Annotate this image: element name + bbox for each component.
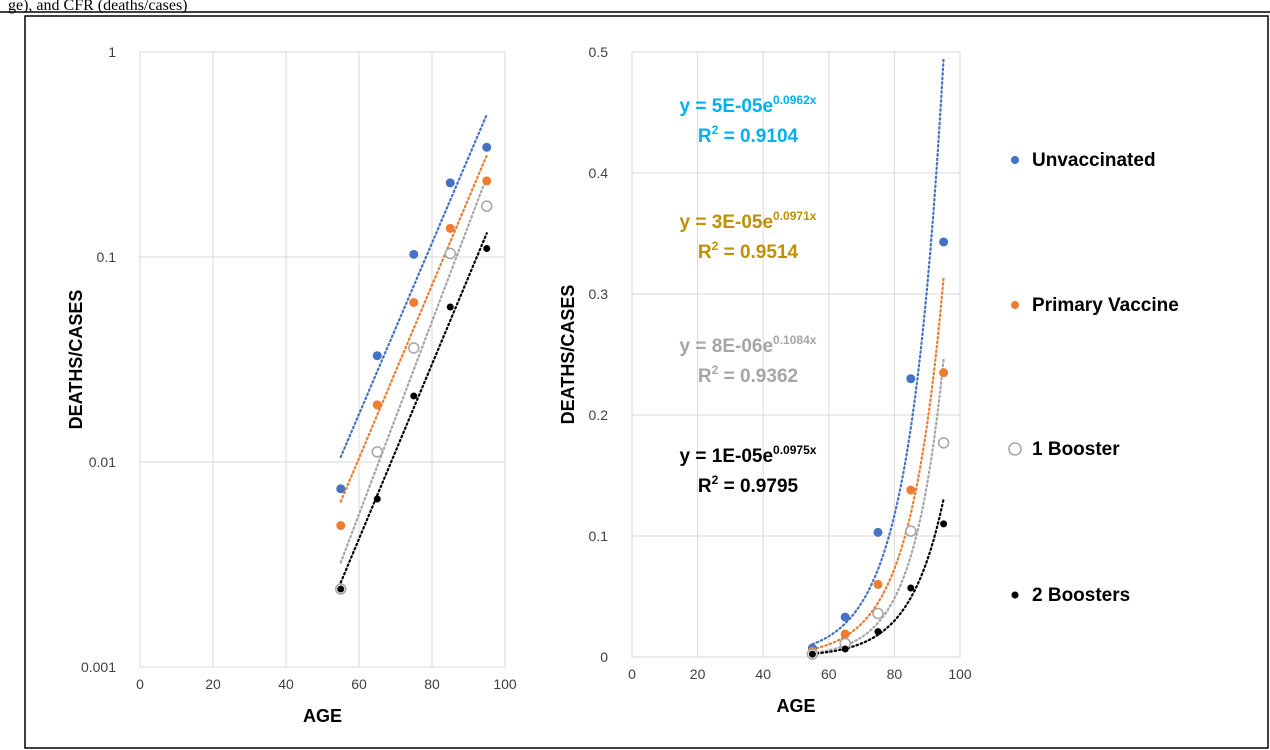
left-y-tick-label: 0.1	[97, 249, 117, 265]
equation-one-booster: y = 8E-06e0.1084x	[680, 333, 817, 357]
left-x-tick-label: 40	[278, 676, 294, 692]
right-x-tick-label: 60	[821, 666, 837, 682]
right-point-one-booster	[937, 437, 950, 449]
right-point-two-boosters	[940, 520, 948, 528]
left-point-primary-vaccine	[336, 521, 346, 531]
right-point-two-boosters	[907, 584, 915, 592]
header-fragment: ge), and CFR (deaths/cases)	[8, 0, 188, 14]
small-black-dot-icon	[1011, 591, 1019, 599]
right-point-primary-vaccine	[840, 629, 850, 639]
hollow-circle-icon	[1008, 442, 1022, 456]
left-point-one-booster	[444, 247, 456, 260]
left-point-unvaccinated	[409, 249, 419, 259]
right-trendline-one-booster	[811, 358, 945, 655]
left-point-one-booster	[408, 342, 420, 354]
left-point-one-booster	[481, 200, 493, 212]
right-y-tick-label: 0.1	[589, 528, 609, 544]
legend-label-two-boosters: 2 Boosters	[1032, 585, 1130, 606]
right-x-tick-label: 80	[887, 666, 903, 682]
left-point-one-booster	[371, 446, 383, 458]
left-trendline-one-booster	[339, 175, 488, 564]
right-point-one-booster	[872, 607, 884, 620]
left-y-tick-label: 0.01	[89, 454, 116, 470]
right-y-tick-label: 0.4	[589, 165, 609, 181]
figure-frame	[24, 15, 1269, 749]
left-point-two-boosters	[337, 585, 345, 593]
right-x-tick-label: 40	[755, 666, 771, 682]
right-y-tick-label: 0.5	[589, 44, 609, 60]
legend-label-one-booster: 1 Booster	[1032, 439, 1120, 460]
left-point-unvaccinated	[372, 351, 382, 361]
left-y-axis-title: DEATHS/CASES	[66, 290, 86, 430]
right-y-tick-label: 0	[600, 649, 608, 665]
left-point-unvaccinated	[482, 142, 492, 152]
left-plot-area	[139, 51, 506, 668]
right-point-two-boosters	[841, 645, 849, 653]
right-trendline-primary-vaccine	[811, 276, 945, 651]
right-point-unvaccinated	[939, 237, 949, 247]
left-y-tick-label: 0.001	[81, 659, 116, 675]
right-point-unvaccinated	[906, 374, 916, 384]
left-trendline-two-boosters	[339, 232, 488, 584]
left-point-primary-vaccine	[372, 400, 382, 410]
chart-linear-scale: 0 20 40 60 80 100 0 0.1 0.2 0.3 0.4 0.5 AGE DEATHS/CA…	[558, 44, 972, 716]
right-y-tick-label: 0.2	[589, 407, 609, 423]
left-x-tick-label: 60	[351, 676, 367, 692]
filled-blue-icon	[1011, 156, 1019, 164]
left-trendline-primary-vaccine	[339, 154, 488, 503]
left-point-primary-vaccine	[482, 176, 492, 186]
left-x-axis-title: AGE	[303, 706, 342, 726]
equation-primary-vaccine: y = 3E-05e0.0971x	[680, 209, 817, 233]
r-squared-unvaccinated: R2 = 0.9104	[698, 123, 799, 147]
right-point-two-boosters	[808, 650, 816, 658]
legend-label-primary-vaccine: Primary Vaccine	[1032, 295, 1179, 316]
filled-orange-icon	[1011, 301, 1019, 309]
right-point-one-booster	[905, 525, 917, 537]
right-trendline-unvaccinated	[811, 56, 945, 646]
left-point-unvaccinated	[336, 484, 346, 494]
right-point-primary-vaccine	[939, 368, 949, 378]
right-x-tick-label: 100	[948, 666, 972, 682]
left-x-tick-label: 20	[205, 676, 221, 692]
equation-two-boosters: y = 1E-05e0.0975x	[680, 443, 817, 467]
legend-label-unvaccinated: Unvaccinated	[1032, 150, 1156, 171]
left-x-tick-label: 0	[136, 676, 144, 692]
r-squared-primary-vaccine: R2 = 0.9514	[698, 239, 799, 263]
right-y-tick-label: 0.3	[589, 286, 609, 302]
right-point-unvaccinated	[873, 527, 883, 537]
r-squared-one-booster: R2 = 0.9362	[698, 363, 798, 387]
equation-unvaccinated: y = 5E-05e0.0962x	[680, 93, 817, 117]
right-x-tick-label: 0	[628, 666, 636, 682]
left-point-primary-vaccine	[445, 223, 455, 233]
left-x-tick-label: 80	[424, 676, 440, 692]
left-point-two-boosters	[446, 303, 454, 311]
left-x-tick-label: 100	[493, 676, 517, 692]
left-trendline-unvaccinated	[339, 113, 488, 459]
right-x-tick-label: 20	[690, 666, 706, 682]
left-point-two-boosters	[373, 495, 381, 503]
left-y-tick-label: 1	[108, 44, 116, 60]
legend: Unvaccinated Primary Vaccine 1 Booster 2 Bo…	[1008, 150, 1179, 606]
trendline-equations: y = 5E-05e0.0962x R2 = 0.9104 y = 3E-05e0.…	[680, 93, 817, 497]
right-point-primary-vaccine	[906, 485, 916, 495]
right-point-primary-vaccine	[873, 579, 883, 589]
right-plot-area	[631, 51, 961, 658]
left-point-unvaccinated	[445, 178, 455, 188]
chart-log-scale: 0 20 40 60 80 100 0.001 0.01 0.1 1 AGE DEATHS/CASES	[66, 44, 517, 726]
right-point-unvaccinated	[840, 612, 850, 622]
r-squared-two-boosters: R2 = 0.9795	[698, 473, 799, 497]
right-y-axis-title: DEATHS/CASES	[558, 285, 578, 425]
right-point-two-boosters	[874, 628, 882, 636]
left-point-two-boosters	[483, 245, 491, 253]
left-point-primary-vaccine	[409, 297, 419, 307]
left-point-two-boosters	[410, 392, 418, 400]
right-x-axis-title: AGE	[776, 696, 815, 716]
